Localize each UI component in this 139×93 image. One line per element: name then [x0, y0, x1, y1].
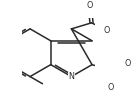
Text: O: O [87, 1, 93, 10]
Text: O: O [104, 26, 110, 35]
Text: O: O [125, 59, 131, 68]
Text: O: O [107, 83, 114, 92]
Text: N: N [68, 72, 74, 81]
